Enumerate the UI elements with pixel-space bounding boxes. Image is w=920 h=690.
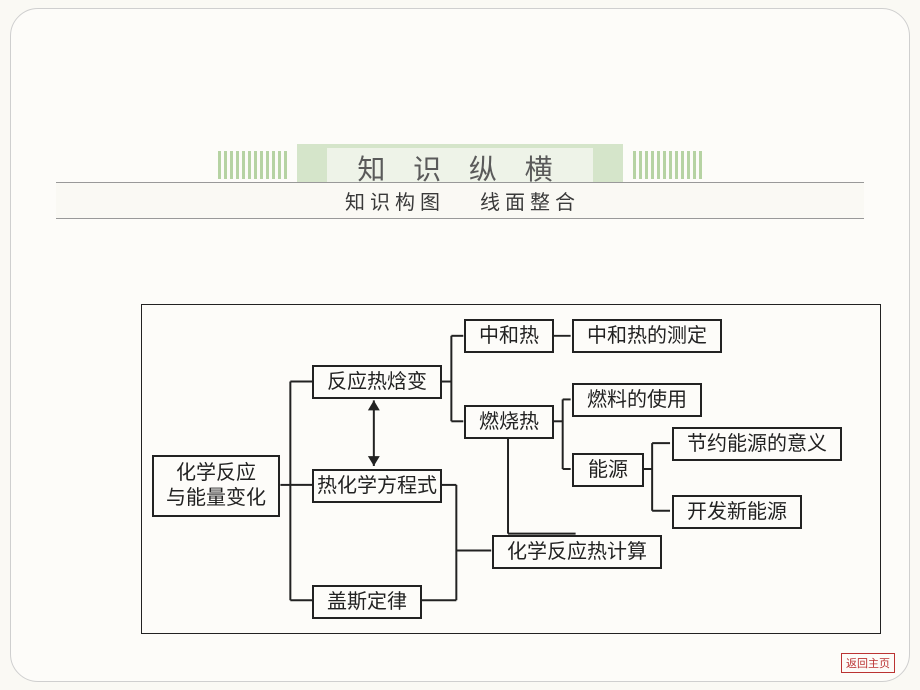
concept-diagram: 化学反应与能量变化 反应热焓变热化学方程式盖斯定律 中和热燃烧热化学反应热计算 中和热… (141, 304, 881, 634)
subtitle-left: 知 识 构 图 (327, 186, 458, 215)
node-n1: 反应热焓变 (312, 365, 442, 399)
subtitle-band: 知 识 构 图 线 面 整 合 (56, 182, 864, 219)
node-root: 化学反应与能量变化 (152, 455, 280, 517)
node-n3: 盖斯定律 (312, 585, 422, 619)
node-n6: 化学反应热计算 (492, 535, 662, 569)
return-home-label: 返回主页 (846, 658, 890, 670)
node-n11: 开发新能源 (672, 495, 802, 529)
node-n10: 节约能源的意义 (672, 427, 842, 461)
return-home-link[interactable]: 返回主页 (841, 653, 895, 673)
subtitle-right: 线 面 整 合 (462, 186, 593, 215)
stripe-left (212, 151, 293, 179)
slide-frame: 知 识 纵 横 知 识 构 图 线 面 整 合 化学反应与能量变化反应热焓变热化… (10, 8, 910, 682)
node-n8: 燃料的使用 (572, 383, 702, 417)
node-n4: 中和热 (464, 319, 554, 353)
node-n9: 能源 (572, 453, 644, 487)
node-n7: 中和热的测定 (572, 319, 722, 353)
node-n5: 燃烧热 (464, 405, 554, 439)
node-n2: 热化学方程式 (312, 469, 442, 503)
stripe-right (627, 151, 708, 179)
